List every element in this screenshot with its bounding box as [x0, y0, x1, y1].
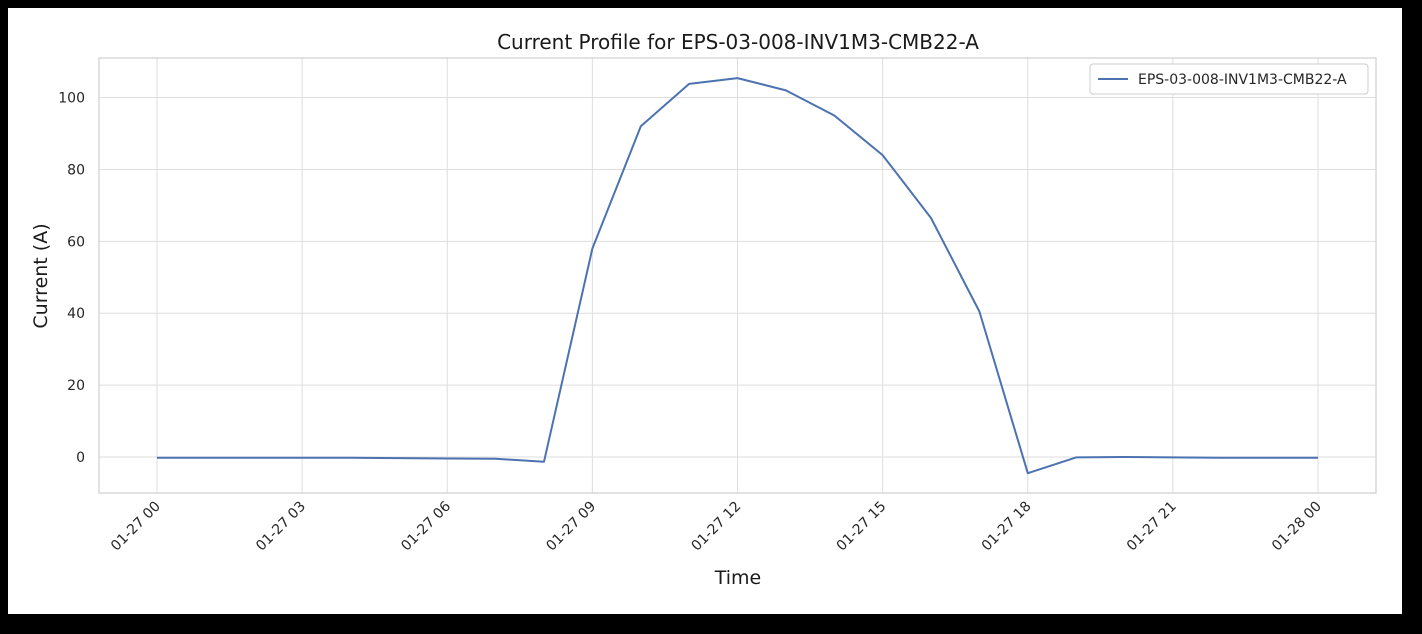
x-tick-label: 01-27 03 — [253, 499, 309, 555]
x-tick-label: 01-27 18 — [979, 499, 1035, 555]
legend-label: EPS-03-008-INV1M3-CMB22-A — [1138, 72, 1347, 88]
x-axis-title: Time — [714, 567, 762, 589]
y-tick-label: 0 — [76, 450, 85, 466]
line-chart: 0 20 40 60 80 100 01-27 00 01-27 03 01-27 06 01-2… — [30, 30, 1377, 589]
x-tick-label: 01-27 15 — [834, 499, 890, 555]
series-line — [157, 77, 1318, 475]
x-tick-label: 01-27 09 — [543, 499, 599, 555]
grid-lines — [99, 58, 1376, 493]
y-axis-title: Current (A) — [30, 223, 52, 328]
y-tick-label: 60 — [67, 234, 85, 250]
y-tick-label: 20 — [67, 378, 85, 394]
chart-title: Current Profile for EPS-03-008-INV1M3-CM… — [497, 30, 979, 54]
series-layer — [157, 77, 1318, 475]
y-tick-label: 100 — [58, 91, 85, 107]
legend: EPS-03-008-INV1M3-CMB22-A — [1089, 63, 1369, 95]
x-tick-label: 01-27 21 — [1124, 499, 1180, 555]
legend-box — [1089, 63, 1369, 95]
x-tick-label: 01-27 12 — [689, 499, 745, 555]
tick-labels: 0 20 40 60 80 100 01-27 00 01-27 03 01-27 06 01-2… — [58, 91, 1325, 555]
y-tick-label: 40 — [67, 306, 85, 322]
x-tick-label: 01-27 06 — [398, 498, 454, 554]
y-tick-label: 80 — [67, 162, 85, 178]
x-tick-label: 01-27 00 — [108, 499, 164, 555]
x-tick-label: 01-28 00 — [1269, 499, 1325, 555]
plot-area-border — [98, 57, 1377, 494]
